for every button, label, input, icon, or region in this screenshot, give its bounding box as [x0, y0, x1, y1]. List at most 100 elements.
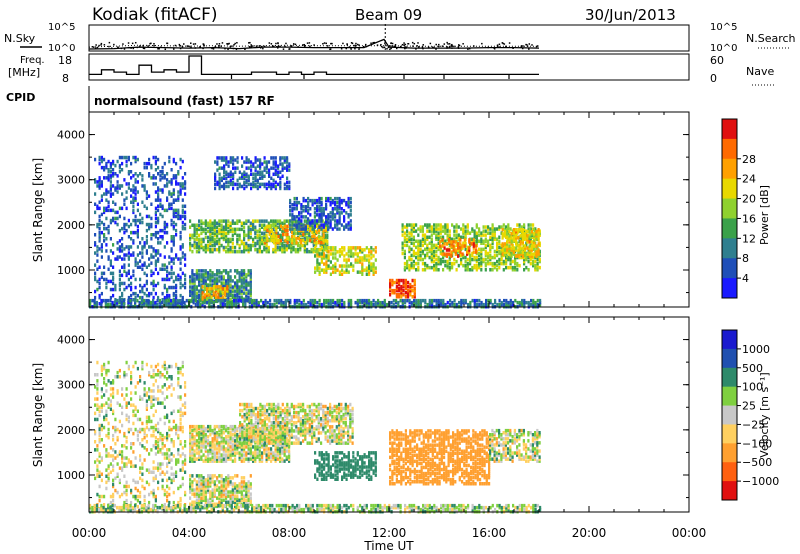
heatmap-cell	[172, 192, 175, 196]
heatmap-cell	[202, 221, 205, 225]
heatmap-cell	[433, 255, 436, 260]
heatmap-cell	[166, 415, 169, 420]
heatmap-cell	[316, 268, 319, 272]
heatmap-cell	[395, 278, 398, 283]
heatmap-cell	[331, 209, 334, 213]
heatmap-cell	[293, 223, 296, 227]
heatmap-cell	[466, 265, 469, 270]
heatmap-cell	[118, 163, 121, 168]
heatmap-cell	[220, 277, 223, 281]
heatmap-cell	[286, 232, 289, 237]
noise-point	[372, 41, 374, 44]
noise-point	[387, 46, 390, 49]
heatmap-cell	[130, 377, 133, 381]
heatmap-cell	[476, 302, 479, 307]
colorbar-label: 20	[742, 193, 756, 206]
heatmap-cell	[267, 249, 270, 254]
heatmap-cell	[254, 172, 257, 176]
heatmap-cell	[218, 275, 221, 279]
heatmap-cell	[281, 166, 284, 170]
noise-point	[331, 42, 333, 45]
heatmap-cell	[410, 227, 413, 231]
heatmap-cell	[291, 240, 294, 245]
heatmap-cell	[279, 158, 282, 162]
heatmap-cell	[141, 462, 144, 466]
heatmap-cell	[400, 293, 403, 297]
heatmap-cell	[310, 239, 313, 244]
heatmap-cell	[450, 244, 453, 248]
heatmap-cell	[218, 180, 221, 185]
heatmap-cell	[161, 176, 164, 180]
heatmap-cell	[132, 431, 135, 436]
noise-point	[390, 42, 392, 44]
heatmap-cell	[325, 198, 328, 203]
heatmap-cell	[299, 245, 302, 250]
heatmap-cell	[191, 273, 194, 277]
heatmap-cell	[220, 233, 223, 238]
noise-point	[502, 42, 504, 45]
heatmap-cell	[166, 172, 169, 176]
heatmap-cell	[448, 265, 451, 270]
heatmap-cell	[200, 269, 203, 273]
heatmap-cell	[327, 227, 330, 231]
heatmap-cell	[298, 219, 301, 223]
heatmap-cell	[496, 245, 499, 250]
heatmap-cell	[302, 227, 305, 231]
heatmap-cell	[141, 438, 144, 442]
heatmap-cell	[433, 245, 436, 250]
heatmap-cell	[511, 243, 514, 248]
heatmap-cell	[444, 229, 447, 233]
heatmap-cell	[352, 268, 355, 272]
heatmap-cell	[132, 442, 135, 446]
heatmap-cell	[444, 223, 447, 227]
noise-point	[234, 42, 236, 45]
heatmap-cell	[512, 250, 515, 254]
heatmap-cell	[136, 180, 139, 184]
heatmap-cell	[157, 241, 160, 245]
heatmap-cell	[98, 438, 101, 442]
heatmap-cell	[433, 229, 436, 233]
noise-point	[233, 43, 235, 46]
heatmap-cell	[311, 225, 314, 229]
heatmap-cell	[533, 244, 536, 248]
heatmap-cell	[496, 237, 499, 241]
date-title: 30/Jun/2013	[585, 6, 676, 24]
heatmap-cell	[263, 174, 266, 178]
heatmap-cell	[209, 239, 212, 244]
heatmap-cell	[112, 433, 115, 438]
heatmap-cell	[368, 298, 371, 303]
heatmap-cell	[234, 227, 237, 232]
heatmap-cell	[154, 440, 157, 444]
heatmap-cell	[163, 224, 166, 229]
heatmap-cell	[406, 243, 409, 248]
noise-point	[403, 46, 406, 49]
heatmap-cell	[329, 300, 332, 305]
heatmap-cell	[139, 218, 142, 223]
heatmap-cell	[535, 236, 538, 240]
heatmap-cell	[166, 265, 169, 269]
noise-point	[469, 47, 471, 50]
heatmap-cell	[426, 225, 429, 229]
heatmap-cell	[304, 207, 307, 211]
heatmap-cell	[279, 219, 282, 223]
colorbar-label: 16	[742, 212, 756, 225]
heatmap-cell	[100, 423, 103, 428]
heatmap-cell	[184, 273, 187, 278]
heatmap-cell	[397, 300, 400, 305]
heatmap-cell	[147, 300, 150, 305]
heatmap-cell	[149, 302, 152, 307]
heatmap-cell	[225, 279, 228, 283]
heatmap-cell	[198, 279, 201, 283]
heatmap-cell	[498, 257, 501, 262]
heatmap-cell	[109, 387, 112, 391]
heatmap-cell	[100, 230, 103, 235]
heatmap-cell	[400, 286, 403, 291]
heatmap-cell	[247, 182, 250, 187]
heatmap-cell	[435, 233, 438, 237]
noise-point	[493, 47, 495, 49]
heatmap-cell	[466, 257, 469, 262]
heatmap-cell	[283, 182, 286, 187]
heatmap-cell	[206, 291, 209, 295]
heatmap-cell	[209, 277, 212, 281]
heatmap-cell	[338, 207, 341, 211]
